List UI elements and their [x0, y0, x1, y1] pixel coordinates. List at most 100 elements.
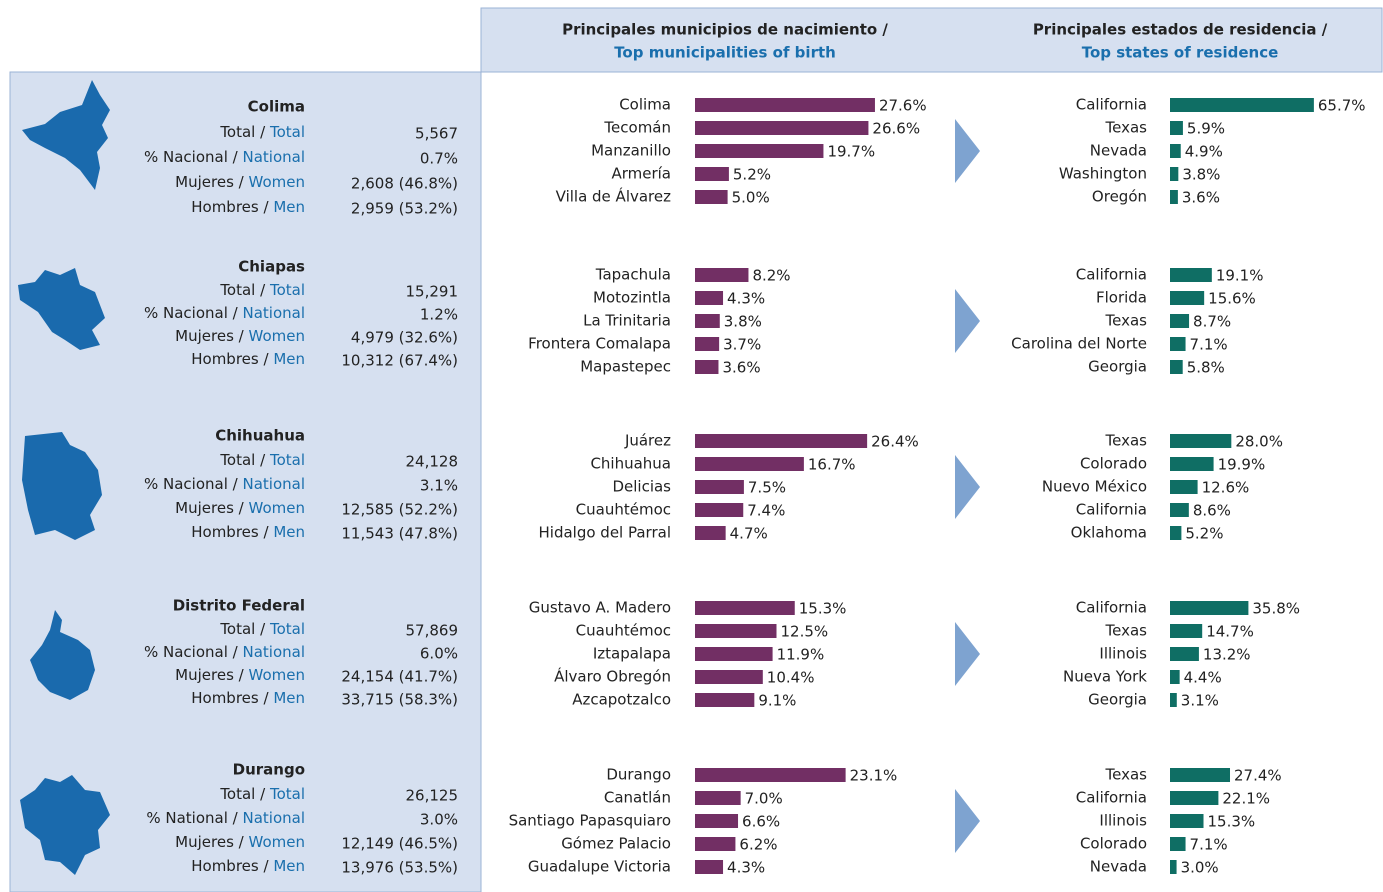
map-chiapas: [18, 268, 105, 350]
stat-label: Hombres / Men: [191, 198, 305, 216]
stat-value: 3.0%: [420, 811, 458, 829]
bar: [695, 693, 755, 707]
stat-label: % Nacional / National: [144, 643, 305, 661]
category-label: Guadalupe Victoria: [528, 858, 671, 876]
bar: [695, 837, 736, 851]
category-label: California: [1076, 501, 1147, 519]
stat-value: 6.0%: [420, 645, 458, 663]
value-label: 3.1%: [1181, 692, 1219, 710]
bar: [695, 526, 726, 540]
category-label: Villa de Álvarez: [556, 187, 671, 206]
value-label: 4.4%: [1184, 669, 1222, 687]
stat-value: 2,959 (53.2%): [351, 200, 458, 218]
state-name: Colima: [248, 98, 305, 116]
category-label: Colorado: [1080, 455, 1147, 473]
stat-label-es: Hombres /: [191, 523, 269, 541]
value-label: 28.0%: [1235, 433, 1283, 451]
bar: [1170, 144, 1181, 158]
category-label: Georgia: [1088, 691, 1147, 709]
stat-label-es: Hombres /: [191, 857, 269, 875]
arrow: [955, 622, 980, 686]
bar: [1170, 291, 1205, 305]
value-label: 12.5%: [781, 623, 829, 641]
stat-label: Hombres / Men: [191, 523, 305, 541]
state-name: Distrito Federal: [173, 597, 305, 615]
value-label: 15.3%: [799, 600, 847, 618]
stat-label: Total / Total: [219, 785, 305, 803]
arrow: [955, 455, 980, 519]
stat-label-es: Mujeres /: [175, 327, 244, 345]
bar: [695, 503, 744, 517]
stat-label: Mujeres / Women: [175, 833, 305, 851]
state-maps: [18, 80, 110, 875]
bar: [1170, 647, 1199, 661]
state-name: Durango: [233, 761, 305, 779]
category-label: Nevada: [1090, 142, 1147, 160]
category-label: Álvaro Obregón: [554, 667, 671, 686]
stat-label: Mujeres / Women: [175, 499, 305, 517]
stat-value: 26,125: [406, 787, 459, 805]
stat-value: 1.2%: [420, 306, 458, 324]
value-label: 13.2%: [1203, 646, 1251, 664]
bar: [695, 144, 824, 158]
bar: [695, 480, 744, 494]
value-label: 15.3%: [1208, 813, 1256, 831]
stat-label-en: Women: [249, 499, 305, 517]
category-label: California: [1076, 789, 1147, 807]
bar: [695, 768, 846, 782]
stat-label-es: % Nacional /: [144, 643, 239, 661]
stat-value: 10,312 (67.4%): [341, 352, 458, 370]
stat-label-es: % Nacional /: [144, 148, 239, 166]
category-label: Florida: [1096, 289, 1147, 307]
stat-value: 12,585 (52.2%): [341, 501, 458, 519]
bar: [695, 860, 724, 874]
stat-label-en: National: [242, 304, 305, 322]
value-label: 8.6%: [1193, 502, 1231, 520]
stat-label: Mujeres / Women: [175, 327, 305, 345]
bar: [1170, 837, 1186, 851]
value-label: 27.4%: [1234, 767, 1282, 785]
bar: [1170, 503, 1189, 517]
bar: [1170, 337, 1186, 351]
category-label: Texas: [1105, 312, 1148, 330]
stat-value: 4,979 (32.6%): [351, 329, 458, 347]
value-label: 9.1%: [758, 692, 796, 710]
category-label: California: [1076, 266, 1147, 284]
stat-label-es: Mujeres /: [175, 833, 244, 851]
bar: [1170, 268, 1212, 282]
category-label: California: [1076, 96, 1147, 114]
stat-label-en: National: [242, 643, 305, 661]
bar: [1170, 670, 1180, 684]
category-label: Texas: [1105, 766, 1148, 784]
value-label: 3.8%: [724, 313, 762, 331]
category-label: California: [1076, 599, 1147, 617]
arrow: [955, 119, 980, 183]
category-label: Texas: [1105, 119, 1148, 137]
category-label: Frontera Comalapa: [528, 335, 671, 353]
birth-header-en: Top municipalities of birth: [614, 44, 836, 62]
category-label: Tecomán: [603, 119, 671, 137]
stat-label-en: Total: [269, 123, 305, 141]
bar: [1170, 98, 1314, 112]
stat-value: 24,128: [406, 453, 459, 471]
stat-label-es: Total /: [219, 451, 266, 469]
value-label: 8.2%: [752, 267, 790, 285]
bar: [1170, 624, 1203, 638]
category-label: Mapastepec: [580, 358, 671, 376]
stat-label-en: National: [242, 148, 305, 166]
bar: [1170, 360, 1183, 374]
bar: [1170, 434, 1232, 448]
value-label: 6.2%: [739, 836, 777, 854]
category-label: Cuauhtémoc: [576, 501, 671, 519]
bar: [1170, 814, 1204, 828]
bar: [1170, 860, 1177, 874]
stat-label-en: Men: [273, 689, 305, 707]
category-label: Nuevo México: [1042, 478, 1147, 496]
value-label: 5.2%: [1185, 525, 1223, 543]
stat-label-en: National: [242, 475, 305, 493]
bar: [695, 814, 739, 828]
stat-label-en: Men: [273, 198, 305, 216]
category-label: Motozintla: [593, 289, 671, 307]
stat-value: 57,869: [406, 622, 459, 640]
